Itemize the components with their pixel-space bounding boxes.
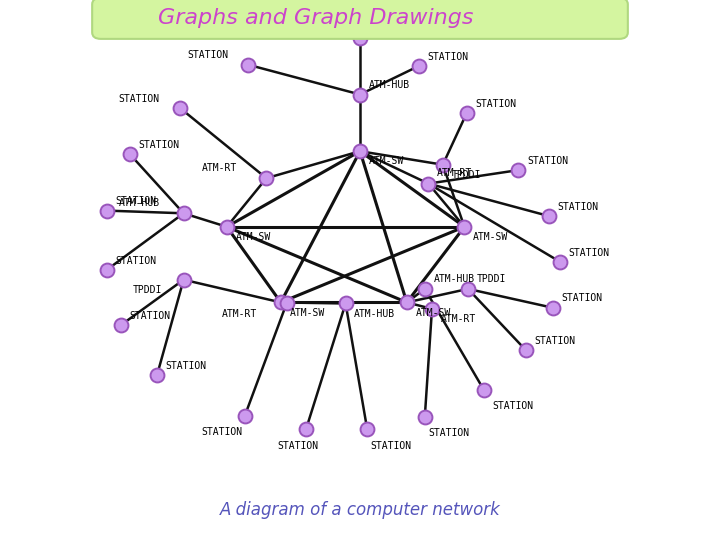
Text: ATM-SW: ATM-SW [289, 307, 325, 318]
Text: STATION: STATION [115, 255, 156, 266]
Text: ATM-SW: ATM-SW [369, 156, 404, 166]
Text: STATION: STATION [187, 50, 228, 60]
Text: TPDDI: TPDDI [133, 285, 163, 295]
Text: ATM-RT: ATM-RT [437, 168, 472, 178]
Point [174, 104, 186, 112]
Text: ATM-RT: ATM-RT [202, 163, 237, 173]
Point [426, 305, 438, 313]
Text: STATION: STATION [562, 293, 603, 303]
Text: ATM-RT: ATM-RT [441, 314, 476, 324]
Text: STATION: STATION [492, 401, 534, 411]
Point [554, 258, 566, 266]
Text: A diagram of a computer network: A diagram of a computer network [220, 501, 500, 519]
Point [520, 346, 531, 354]
Point [478, 386, 490, 394]
Point [461, 109, 472, 118]
Text: Graphs and Graph Drawings: Graphs and Graph Drawings [158, 8, 474, 29]
Point [243, 60, 254, 69]
Point [423, 179, 434, 188]
Text: ATM-HUB: ATM-HUB [354, 308, 395, 319]
Text: ATM-RT: ATM-RT [222, 308, 257, 319]
Text: STATION: STATION [115, 196, 156, 206]
Point [419, 413, 431, 421]
Text: STATION: STATION [428, 51, 469, 62]
Point [354, 33, 366, 42]
Text: STATION: STATION [277, 441, 318, 451]
Point [354, 147, 366, 156]
Point [261, 174, 272, 183]
Point [413, 62, 425, 70]
Text: STATION: STATION [527, 156, 568, 166]
Point [401, 298, 413, 307]
Text: ATM-SW: ATM-SW [415, 307, 451, 318]
Point [124, 150, 135, 158]
Point [419, 285, 431, 293]
Text: STATION: STATION [130, 310, 171, 321]
Point [151, 371, 163, 380]
Point [275, 298, 287, 307]
Point [101, 206, 112, 215]
Text: ATM-HUB: ATM-HUB [369, 80, 410, 90]
Point [340, 299, 351, 308]
Text: STATION: STATION [202, 427, 243, 437]
Point [543, 212, 554, 220]
Point [239, 411, 251, 420]
Text: STATION: STATION [369, 23, 410, 33]
Point [361, 425, 373, 434]
Text: TPDDI: TPDDI [477, 273, 506, 284]
Point [459, 222, 470, 231]
Text: STATION: STATION [371, 441, 412, 451]
Text: ATM-HUB: ATM-HUB [119, 198, 160, 208]
Point [462, 285, 474, 293]
Text: ATM-SW: ATM-SW [473, 232, 508, 242]
Point [101, 266, 112, 274]
Text: STATION: STATION [166, 361, 207, 371]
Point [513, 166, 524, 174]
Text: STATION: STATION [557, 201, 598, 212]
Text: ATM-SW: ATM-SW [235, 232, 271, 242]
Point [437, 160, 449, 169]
FancyBboxPatch shape [92, 0, 628, 39]
Point [178, 209, 189, 218]
Text: STATION: STATION [428, 428, 469, 438]
Text: STATION: STATION [534, 335, 575, 346]
Text: TPDDI: TPDDI [451, 170, 481, 180]
Text: STATION: STATION [119, 93, 160, 104]
Text: STATION: STATION [569, 247, 610, 258]
Point [300, 425, 312, 434]
Point [281, 299, 292, 308]
Text: ATM-HUB: ATM-HUB [433, 273, 474, 284]
Point [354, 90, 366, 99]
Point [115, 321, 127, 329]
Point [178, 275, 189, 284]
Point [221, 222, 233, 231]
Text: STATION: STATION [138, 139, 179, 150]
Point [547, 303, 559, 312]
Text: STATION: STATION [475, 99, 516, 109]
